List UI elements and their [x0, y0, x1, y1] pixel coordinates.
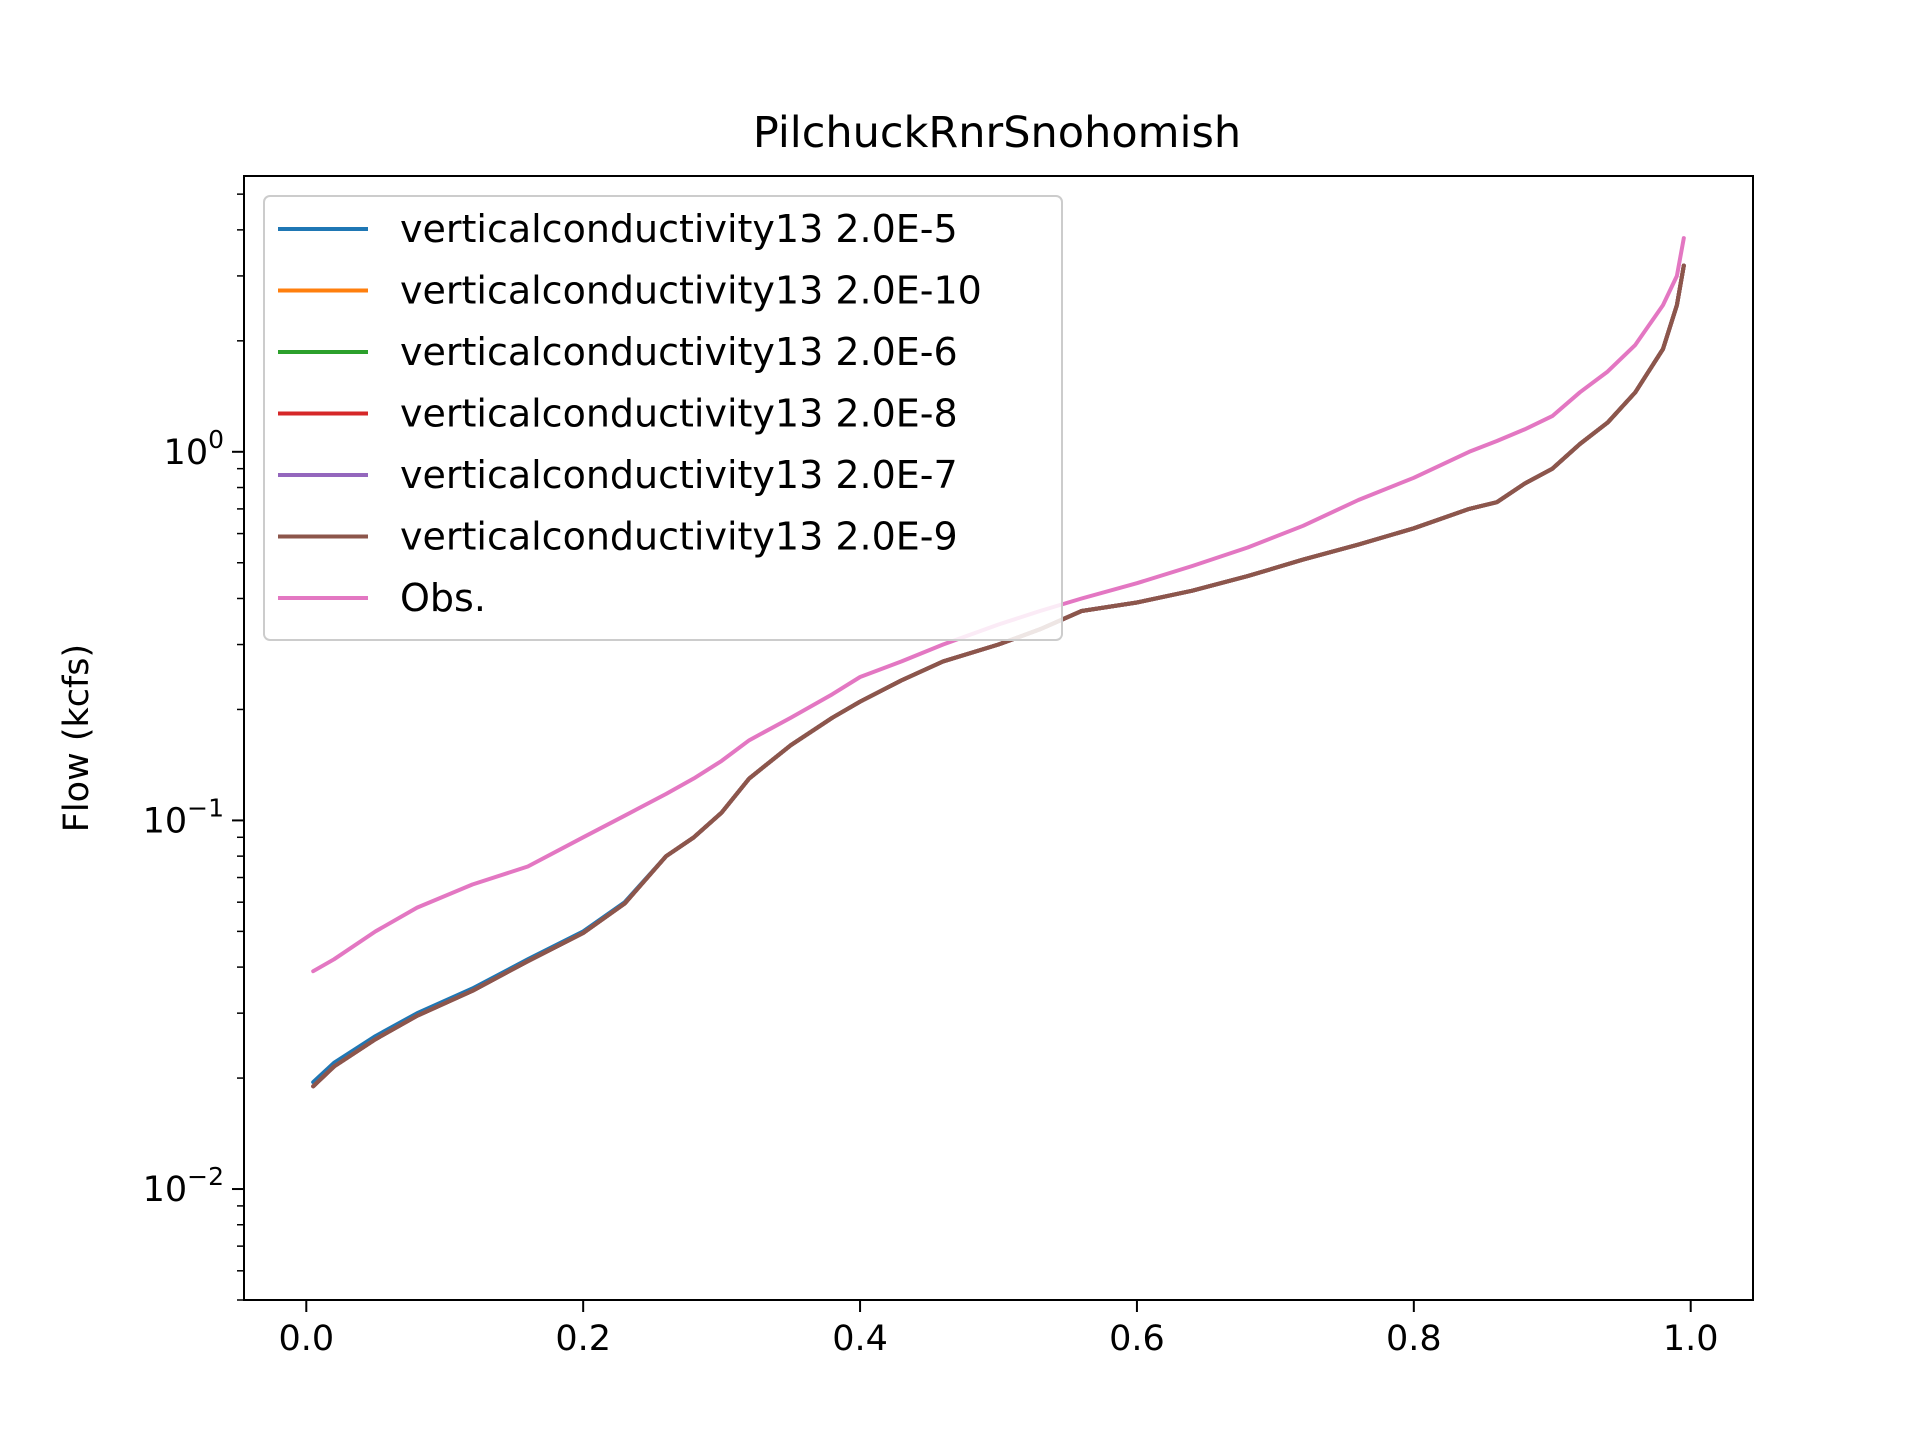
legend-label-5: verticalconductivity13 2.0E-9	[400, 515, 958, 559]
y-axis: 10−2 10−1 100	[143, 193, 244, 1301]
y-tick-label-1: 10−1	[143, 793, 224, 841]
x-tick-label-3: 0.6	[1109, 1319, 1165, 1359]
y-tick-label-2: 100	[164, 425, 224, 473]
x-axis: 0.0 0.2 0.4 0.6 0.8 1.0	[278, 1300, 1719, 1359]
y-axis-label: Flow (kcfs)	[57, 644, 97, 832]
plot-frame	[243, 175, 1754, 1301]
x-tick-label-4: 0.8	[1386, 1319, 1442, 1359]
legend: verticalconductivity13 2.0E-5 verticalcon…	[263, 195, 1063, 641]
legend-label-2: verticalconductivity13 2.0E-6	[400, 330, 958, 374]
legend-label-4: verticalconductivity13 2.0E-7	[400, 453, 958, 497]
y-tick-label-0: 10−2	[143, 1162, 224, 1210]
chart-title: PilchuckRnrSnohomish	[753, 108, 1241, 158]
x-tick-label-1: 0.2	[555, 1319, 611, 1359]
legend-label-1: verticalconductivity13 2.0E-10	[400, 269, 982, 313]
x-tick-label-0: 0.0	[278, 1319, 334, 1359]
x-tick-label-5: 1.0	[1663, 1319, 1719, 1359]
legend-label-0: verticalconductivity13 2.0E-5	[400, 207, 958, 251]
legend-label-3: verticalconductivity13 2.0E-8	[400, 392, 958, 436]
legend-label-6: Obs.	[400, 576, 486, 620]
x-tick-label-2: 0.4	[832, 1319, 888, 1359]
legend-box	[263, 195, 1063, 641]
